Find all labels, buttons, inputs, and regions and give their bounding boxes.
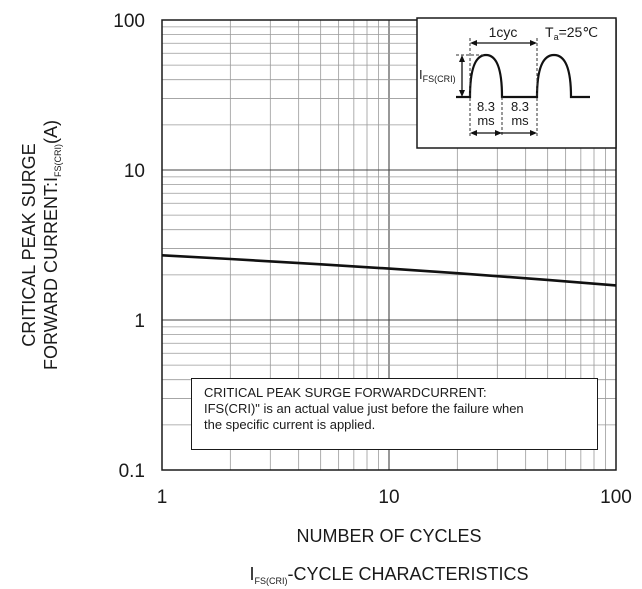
x-tick-labels: 1 10 100	[157, 487, 632, 508]
amplitude-arrowhead-bottom	[459, 90, 465, 97]
inset-frame	[416, 17, 617, 149]
pulse-width-2-value: 8.3	[511, 99, 529, 114]
y-tick-labels: 100 10 1 0.1	[113, 11, 145, 482]
annotation-line-3: the specific current is applied.	[204, 417, 376, 432]
ambient-temp-label: Ta=25℃	[545, 24, 598, 42]
pulse-width-arrowhead-right	[530, 130, 537, 136]
caption: IFS(CRI)-CYCLE CHARACTERISTICS	[249, 564, 528, 586]
y-axis-title-line2: FORWARD CURRENT:IFS(CRI)(A)	[41, 120, 63, 370]
pulse-width-2-unit: ms	[511, 113, 529, 128]
y-axis-title-line1: CRITICAL PEAK SURGE	[19, 143, 39, 346]
y-tick-label: 100	[113, 11, 145, 32]
annotation-line-1: CRITICAL PEAK SURGE FORWARDCURRENT:	[204, 385, 487, 400]
x-tick-label: 100	[600, 487, 632, 508]
period-label: 1cyc	[489, 24, 518, 40]
pulse-width-1-value: 8.3	[477, 99, 495, 114]
pulse-width-arrowhead-left	[470, 130, 477, 136]
y-axis-title: CRITICAL PEAK SURGE FORWARD CURRENT:IFS(…	[19, 120, 63, 370]
x-tick-label: 10	[378, 487, 399, 508]
annotation-box: CRITICAL PEAK SURGE FORWARDCURRENT: IFS(…	[191, 378, 598, 450]
pulse-width-arrowhead-mid	[495, 130, 502, 136]
half-sine-waveform	[456, 53, 590, 99]
period-arrowhead-right	[530, 40, 537, 46]
pulse-width-1-unit: ms	[477, 113, 495, 128]
y-tick-label: 10	[124, 161, 145, 182]
period-arrowhead-left	[470, 40, 477, 46]
plot-frame	[161, 19, 617, 471]
y-tick-label: 1	[134, 311, 145, 332]
y-tick-label: 0.1	[119, 461, 145, 482]
data-series-line	[161, 254, 617, 287]
waveform-inset: 1cyc Ta=25℃ IFS(CRI) 8.3 ms 8.3 ms	[416, 17, 617, 149]
x-tick-label: 1	[157, 487, 168, 508]
amplitude-arrowhead-top	[459, 55, 465, 62]
x-axis-title: NUMBER OF CYCLES	[296, 526, 481, 546]
annotation-line-2: IFS(CRI)" is an actual value just before…	[204, 401, 524, 416]
current-amplitude-label: IFS(CRI)	[419, 67, 456, 84]
